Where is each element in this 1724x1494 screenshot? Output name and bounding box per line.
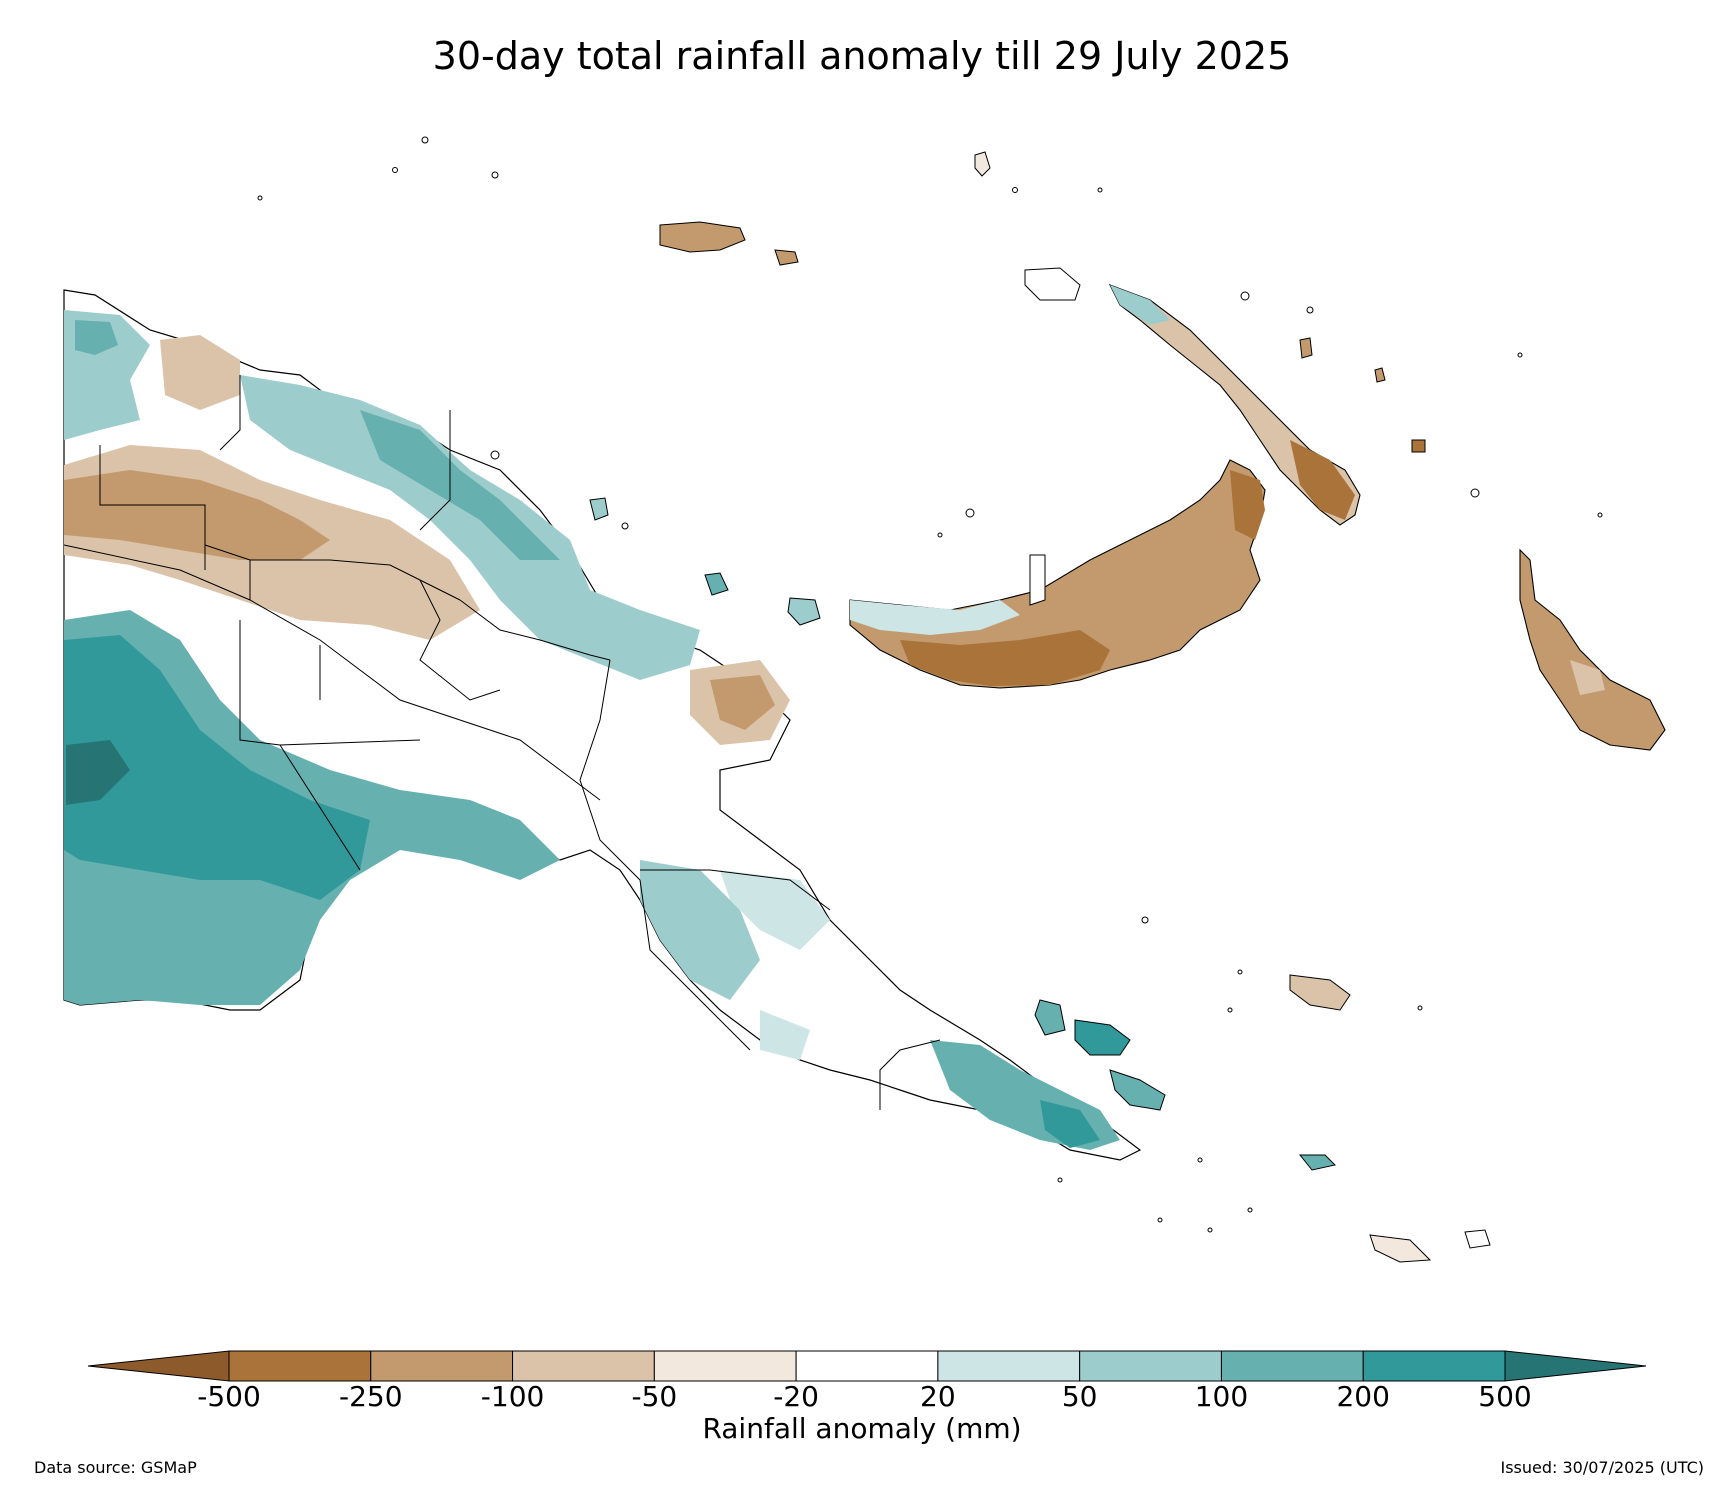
colorbar-tick-label: 100 [1194,1380,1249,1413]
sudest-island [1369,1234,1432,1263]
new-hanover-island [1024,267,1081,301]
very-wet-southwest [64,635,370,900]
wet-patch-gulf [640,860,760,1000]
very-wet-patch-milne-bay [1040,1100,1100,1148]
colorbar-segment [228,1350,372,1382]
colorbar-tick-label: 20 [920,1380,956,1413]
map-title: 30-day total rainfall anomaly till 29 Ju… [432,34,1292,78]
goodenough-island [1034,999,1066,1036]
data-source: Data source: GSMaP [34,1458,197,1477]
strong-dry-new-britain-east [1230,470,1265,540]
long-island [787,597,821,626]
colorbar-segment [937,1350,1081,1382]
willaumez-peninsula [1029,554,1046,606]
colorbar-tick-label: -20 [773,1380,819,1413]
colorbar-label: Rainfall anomaly (mm) [702,1412,1022,1445]
umboi-island [704,572,729,596]
colorbar-segment [512,1350,655,1382]
extreme-wet-southwest [66,740,130,805]
colorbar-tick-label: -50 [631,1380,678,1413]
mussau-island [974,151,991,177]
normanby-island [1109,1069,1166,1111]
colorbar-segment [1220,1350,1364,1382]
province-boundaries [63,375,941,1110]
colorbar-segment [653,1350,797,1382]
misima-island [1298,1154,1337,1171]
colorbar [87,1350,1647,1382]
dry-patch-north [160,335,240,410]
moderate-dry-bougainville [1570,660,1605,695]
colorbar-segment [1079,1350,1222,1382]
colorbar-tick-label: -100 [480,1380,545,1413]
woodlark-island [1289,974,1351,1011]
colorbar-tick-label: 50 [1061,1380,1098,1413]
issued-date: Issued: 30/07/2025 (UTC) [1500,1458,1704,1477]
dry-core-highlands [64,470,330,560]
wet-patch-nw-core [75,320,118,355]
colorbar-tick-label: 500 [1478,1380,1532,1413]
dry-core-madang [710,675,775,730]
slight-wet-patch-central [760,1010,810,1060]
islet-north-2 [1374,367,1386,383]
manus-east-islet [774,249,799,266]
strong-dry-new-ireland [1290,440,1355,520]
colorbar-tick-label: -250 [338,1380,403,1413]
colorbar-segment [795,1350,939,1382]
rossel-island [1464,1229,1491,1249]
colorbar-segments [228,1350,1506,1382]
colorbar-tick-label: -500 [197,1380,261,1413]
islet-north-1 [1299,337,1313,359]
wet-west-new-britain [850,600,1020,635]
colorbar-segment [1362,1350,1506,1382]
wet-north-new-ireland [1110,285,1170,325]
bougainville [1519,548,1666,751]
wet-core-north-coast [360,410,560,560]
fergusson-island [1074,1019,1131,1056]
manus-island [659,221,746,253]
scattered-islets [257,136,1603,1233]
mainland [63,289,1142,1161]
karkar-island [589,497,609,521]
colorbar-segment [370,1350,514,1382]
islet-north-3 [1411,439,1426,453]
strong-dry-new-britain [900,630,1110,686]
colorbar-under-triangle [87,1350,230,1382]
colorbar-tick-label: 200 [1336,1380,1390,1413]
wet-band-north-coast [240,375,700,680]
colorbar-over-triangle [1504,1350,1647,1382]
